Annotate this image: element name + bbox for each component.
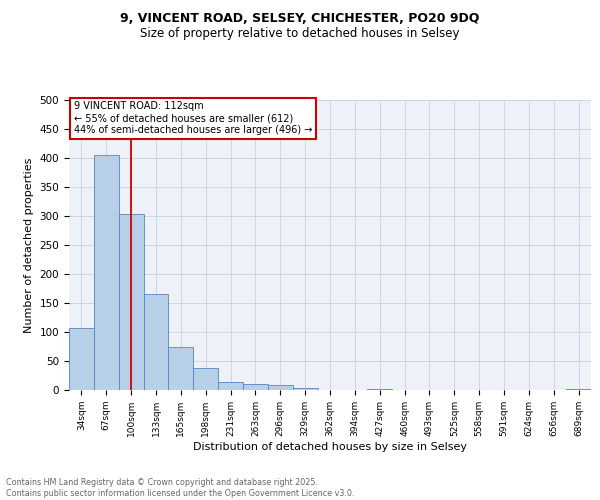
Bar xyxy=(243,384,268,390)
Bar xyxy=(119,214,143,390)
Bar xyxy=(169,346,193,390)
Text: Size of property relative to detached houses in Selsey: Size of property relative to detached ho… xyxy=(140,28,460,40)
Bar xyxy=(367,389,392,390)
Bar xyxy=(218,382,243,390)
Text: 9, VINCENT ROAD, SELSEY, CHICHESTER, PO20 9DQ: 9, VINCENT ROAD, SELSEY, CHICHESTER, PO2… xyxy=(121,12,479,26)
X-axis label: Distribution of detached houses by size in Selsey: Distribution of detached houses by size … xyxy=(193,442,467,452)
Bar xyxy=(268,385,293,390)
Text: 9 VINCENT ROAD: 112sqm
← 55% of detached houses are smaller (612)
44% of semi-de: 9 VINCENT ROAD: 112sqm ← 55% of detached… xyxy=(74,102,313,134)
Bar xyxy=(566,389,591,390)
Bar xyxy=(94,155,119,390)
Bar xyxy=(193,368,218,390)
Bar xyxy=(69,328,94,390)
Y-axis label: Number of detached properties: Number of detached properties xyxy=(24,158,34,332)
Bar xyxy=(143,294,169,390)
Bar xyxy=(293,388,317,390)
Text: Contains HM Land Registry data © Crown copyright and database right 2025.
Contai: Contains HM Land Registry data © Crown c… xyxy=(6,478,355,498)
